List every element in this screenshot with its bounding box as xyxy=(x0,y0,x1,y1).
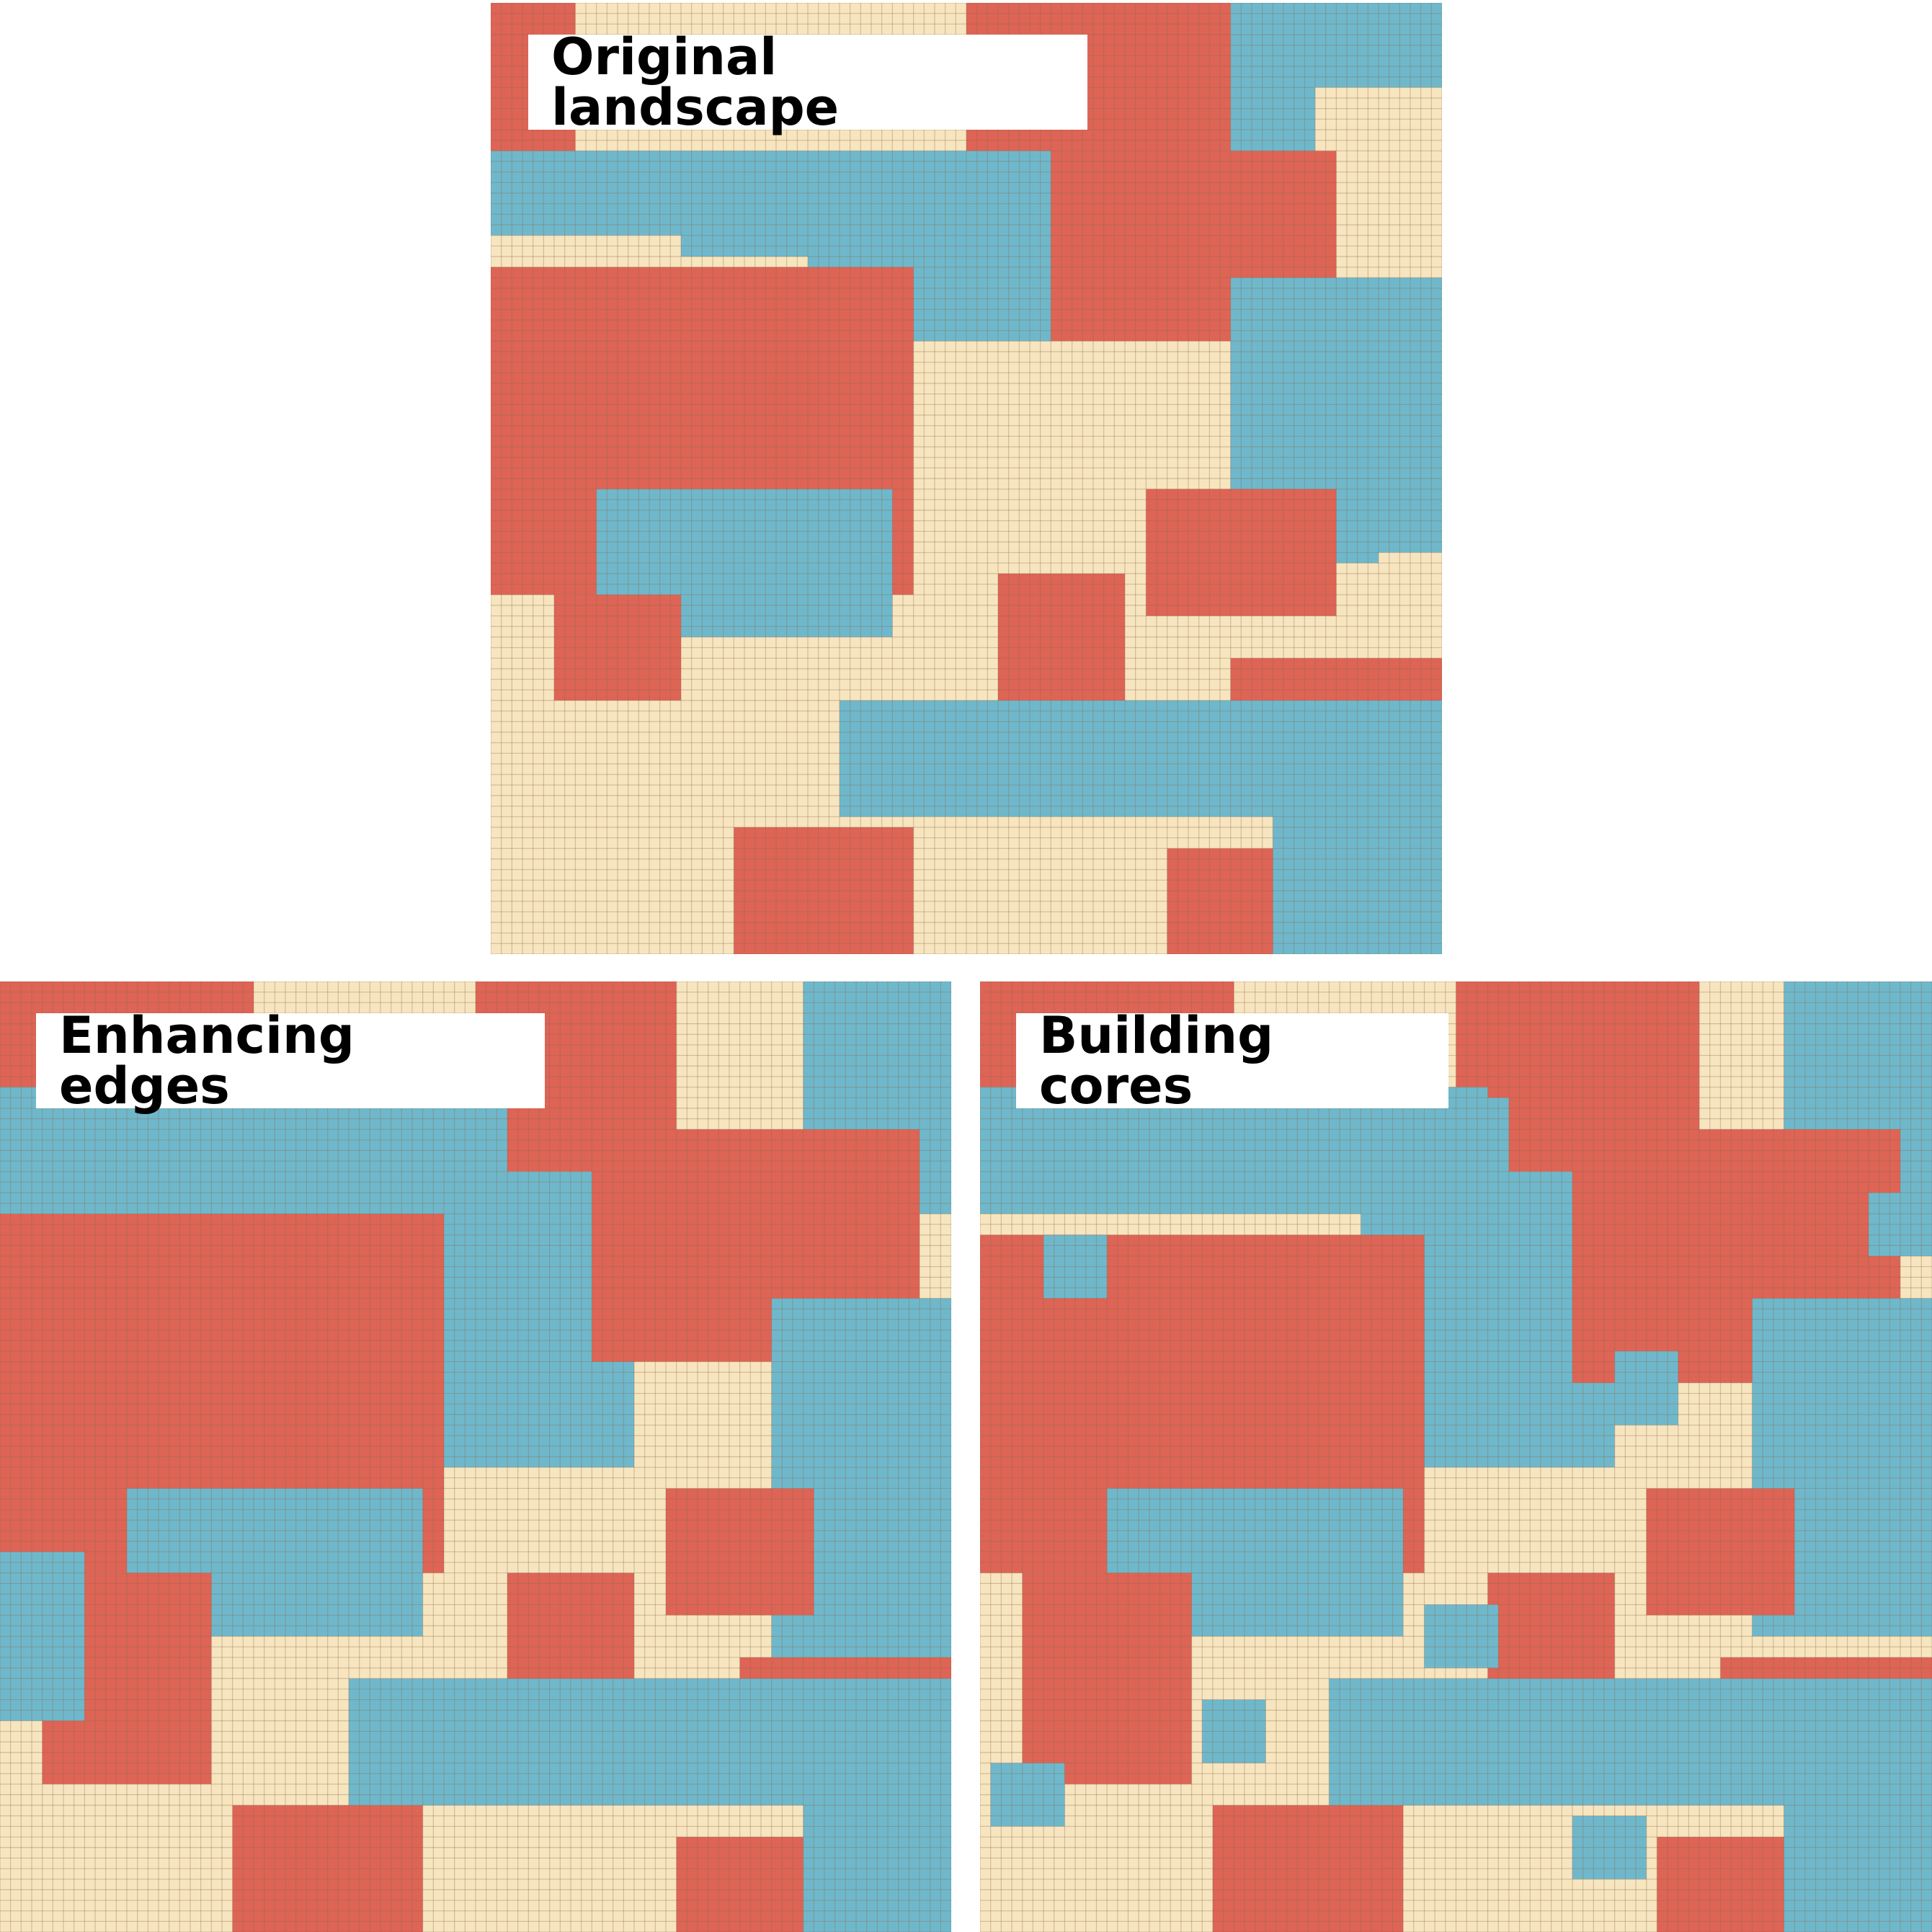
panel-building-cores: Building cores xyxy=(980,981,1932,1932)
blue-region-23 xyxy=(1424,1604,1499,1668)
cell-gridlines xyxy=(491,3,1442,954)
cell-gridlines xyxy=(0,981,951,1932)
red-region-13 xyxy=(1146,489,1337,616)
red-region-17 xyxy=(676,1837,824,1932)
blue-region-22 xyxy=(1614,1350,1678,1425)
cell-gridlines xyxy=(980,981,1932,1932)
red-region-12 xyxy=(1487,1572,1615,1689)
blue-region-21 xyxy=(1868,1193,1932,1257)
blue-region-18 xyxy=(803,1794,951,1932)
blue-region-19 xyxy=(1043,1234,1108,1299)
red-region-17 xyxy=(1657,1837,1805,1932)
blue-region-18 xyxy=(1784,1794,1932,1932)
blue-region-14 xyxy=(1329,1678,1932,1806)
cream-region-23 xyxy=(1379,552,1442,616)
blue-region-14 xyxy=(349,1678,951,1806)
panel-title-cores: Building cores xyxy=(1016,1010,1448,1111)
red-region-16 xyxy=(232,1805,423,1932)
blue-region-27 xyxy=(1847,1552,1932,1616)
red-region-14 xyxy=(998,574,1125,711)
red-region-12 xyxy=(507,1572,634,1689)
grid-enhancing-edges xyxy=(0,981,951,1932)
grid-original-landscape xyxy=(491,3,1442,954)
blue-region-22 xyxy=(1273,806,1442,954)
red-region-11 xyxy=(1646,1488,1795,1616)
blue-region-24 xyxy=(1202,1699,1266,1763)
red-region-16 xyxy=(1212,1805,1404,1932)
red-region-11 xyxy=(666,1488,814,1616)
blue-region-26 xyxy=(1572,1815,1647,1879)
blue-region-20 xyxy=(1435,1098,1509,1172)
panel-enhancing-edges: Enhancing edges xyxy=(0,981,951,1932)
red-region-20 xyxy=(734,827,914,954)
panel-original-landscape: Original landscape xyxy=(491,3,1442,954)
panel-title-edges: Enhancing edges xyxy=(36,1010,545,1111)
blue-region-19 xyxy=(0,1552,85,1721)
panel-title-original: Original landscape xyxy=(528,32,1087,133)
blue-region-16 xyxy=(840,700,1442,817)
grid-building-cores xyxy=(980,981,1932,1932)
blue-region-25 xyxy=(990,1763,1065,1827)
red-region-15 xyxy=(1022,1572,1192,1784)
